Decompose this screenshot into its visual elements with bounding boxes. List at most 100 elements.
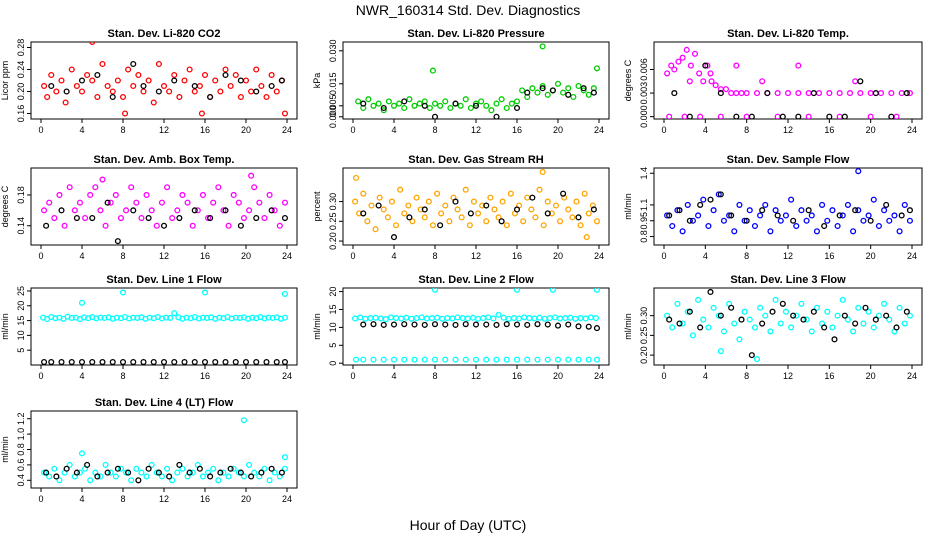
data-point [700,78,707,85]
data-point [248,473,255,480]
data-point [119,358,127,365]
data-point [479,202,486,209]
data-point [753,90,761,97]
data-point [442,202,449,209]
data-point [240,417,248,424]
data-point [176,461,183,468]
data-point [499,198,506,205]
plot-frame [653,167,923,246]
data-point [498,96,505,103]
data-point [488,107,495,114]
x-tick-label: 16 [200,494,210,504]
data-point [466,222,473,229]
x-tick-label: 16 [824,125,834,135]
data-point [212,77,219,84]
plot-frame [30,41,298,120]
data-point [759,207,766,214]
data-point [171,310,178,317]
data-point [585,91,592,98]
data-point [191,82,198,90]
data-point [679,320,686,327]
data-point [411,102,418,109]
x-tick-label: 0 [661,125,666,135]
data-point [169,215,176,222]
data-point [572,315,579,322]
data-point [225,222,232,229]
data-point [251,469,258,476]
data-point [166,88,173,95]
data-point [712,82,719,89]
data-point [539,82,546,90]
data-point [485,314,492,321]
data-point [524,194,531,201]
chart-title: NWR_160314 Std. Dev. Diagnostics [355,2,581,18]
x-tick-label: 24 [907,251,917,261]
data-point [697,324,704,331]
x-tick-label: 4 [79,251,84,261]
data-point [413,194,420,201]
data-point [281,290,289,297]
x-tick-label: 0 [350,251,355,261]
data-point [795,113,802,119]
data-point [368,202,375,209]
data-point [150,99,157,106]
data-point [271,207,278,214]
data-point [704,62,711,69]
data-point [487,194,494,201]
data-point [397,186,404,193]
panel-title: Stan. Dev. Gas Stream RH [408,154,544,166]
data-point [360,356,367,363]
x-tick-label: 12 [783,251,793,261]
data-point [194,207,201,214]
data-point [886,316,893,323]
data-point [367,315,374,322]
data-point [896,228,903,235]
data-point [401,104,408,112]
data-point [592,315,599,322]
data-point [89,358,96,365]
data-point [179,191,186,199]
data-point [777,320,784,327]
data-point [554,80,562,87]
data-point [777,217,784,224]
data-point [519,87,526,94]
data-point [808,328,815,335]
data-point [684,201,691,208]
data-point [759,78,766,85]
y-tick-label: 0.20 [328,232,338,250]
data-point [94,473,101,480]
data-point [452,321,459,328]
data-point [521,314,528,321]
data-point [901,201,908,208]
data-point [167,314,174,321]
x-tick-label: 8 [120,494,125,504]
data-point [145,465,152,472]
data-point [406,214,413,221]
data-point [846,90,854,97]
data-point [872,90,879,97]
data-point [433,314,441,321]
data-point [140,358,147,365]
y-tick-label: 20 [328,287,338,297]
y-tick-label: 15 [328,304,338,314]
data-point [235,199,242,206]
data-point [164,465,171,472]
data-point [176,215,183,222]
data-point [470,198,478,205]
data-point [97,207,104,214]
data-point [230,465,237,472]
data-point [447,104,454,112]
data-point [762,201,769,208]
data-point [273,358,280,365]
data-point [844,316,851,323]
data-point [51,215,58,222]
data-point [720,217,727,224]
data-point [199,191,207,199]
data-point [68,66,75,73]
data-point [720,328,727,335]
y-axis-label: ml/min [312,313,322,340]
data-point [421,321,428,328]
x-tick-label: 24 [594,125,604,135]
plot-frame [653,41,923,120]
data-point [196,82,203,90]
